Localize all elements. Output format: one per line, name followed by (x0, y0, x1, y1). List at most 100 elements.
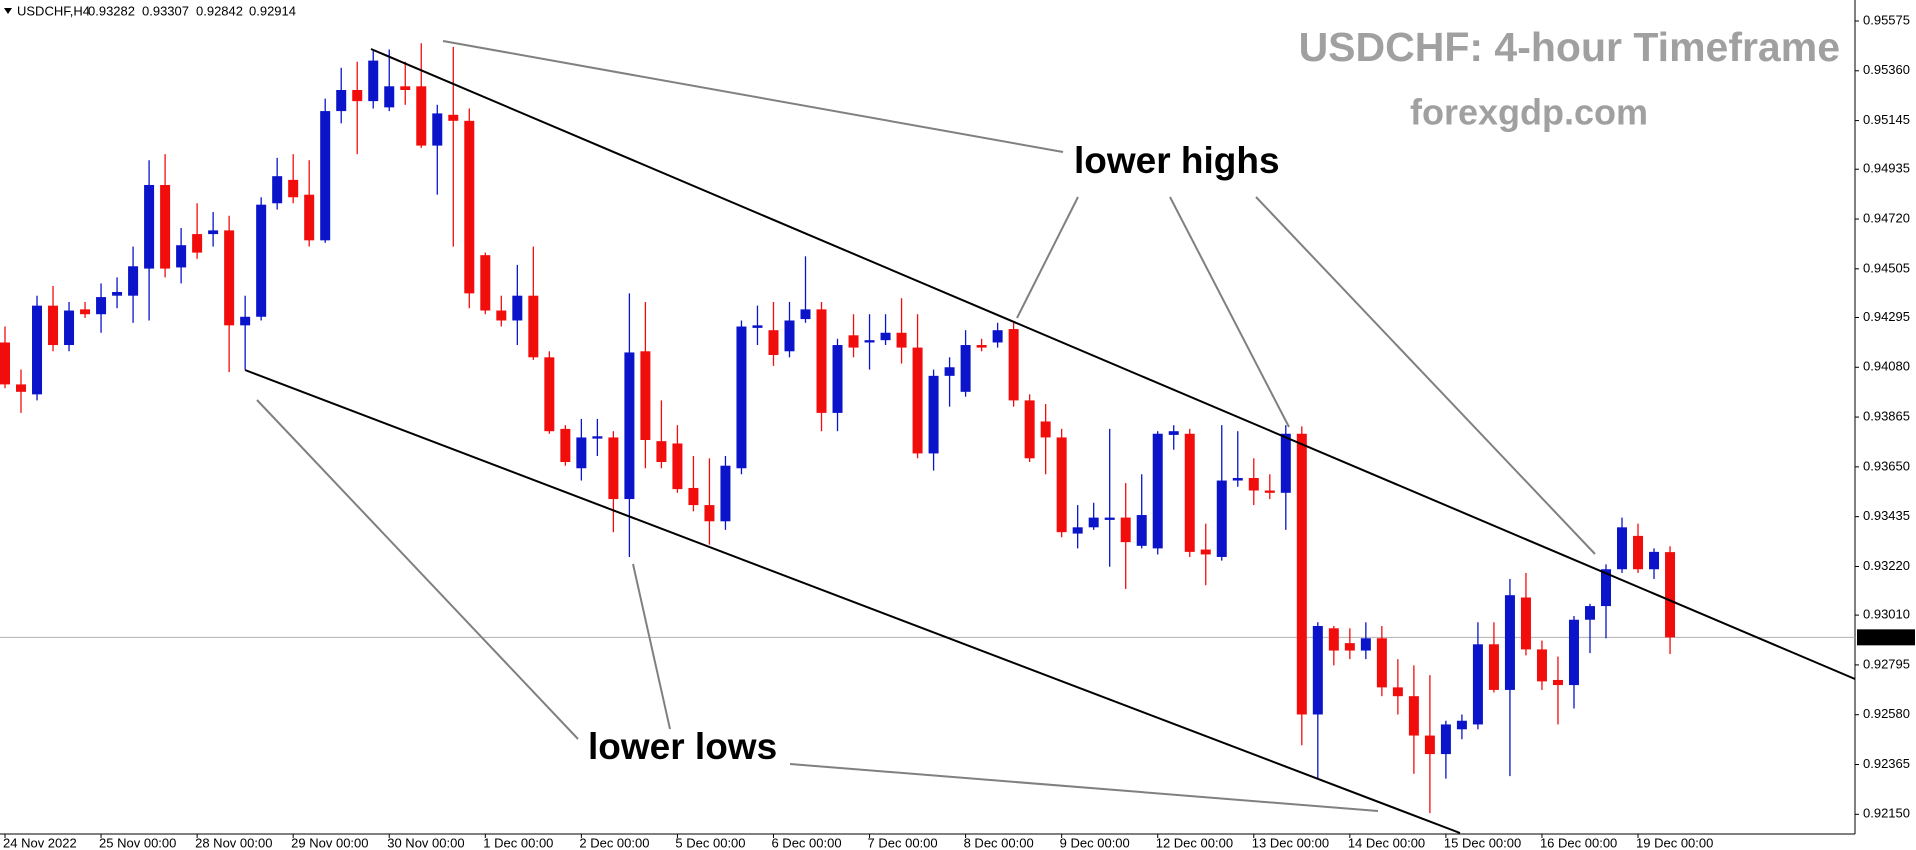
y-tick-label: 0.92580 (1863, 706, 1910, 721)
candle-body (608, 437, 619, 500)
candle-body (1296, 433, 1307, 715)
x-tick-label: 9 Dec 00:00 (1060, 835, 1130, 850)
candle-body (464, 120, 475, 294)
candle-body (1536, 649, 1547, 682)
candle-body (128, 266, 139, 296)
x-tick-label: 30 Nov 00:00 (387, 835, 464, 850)
x-tick-label: 5 Dec 00:00 (675, 835, 745, 850)
candle-body (1392, 687, 1403, 697)
x-tick-label: 25 Nov 00:00 (99, 835, 176, 850)
x-tick-label: 14 Dec 00:00 (1348, 835, 1425, 850)
candle-body (160, 184, 171, 269)
candle-body (720, 465, 731, 522)
candle-body (48, 305, 59, 346)
candle-body (304, 194, 315, 241)
candle-body (1584, 606, 1595, 620)
candle-body (1360, 638, 1371, 651)
candle-body (688, 487, 699, 506)
candle-body (1504, 595, 1515, 690)
x-tick-label: 2 Dec 00:00 (579, 835, 649, 850)
candle-body (640, 351, 651, 440)
candle-body (1040, 421, 1051, 438)
y-tick-label: 0.94935 (1863, 161, 1910, 176)
candle-body (1104, 517, 1115, 520)
candle-body (496, 310, 507, 321)
annotation: lower highs (1074, 140, 1280, 181)
price-label-box (1857, 629, 1915, 646)
candle-body (1232, 477, 1243, 481)
candle-body (1008, 329, 1019, 401)
pointer-line (442, 40, 1064, 153)
pointer-line (789, 763, 1379, 812)
x-tick-label: 19 Dec 00:00 (1636, 835, 1713, 850)
candle-body (1440, 724, 1451, 755)
candle-body (1216, 480, 1227, 557)
y-tick-label: 0.92795 (1863, 656, 1910, 671)
candle-body (928, 375, 939, 454)
drawings: USDCHF: 4-hour Timeframe forexgdp.com lo… (4, 3, 1856, 834)
candle-body (1376, 638, 1387, 688)
y-tick-label: 0.92150 (1863, 806, 1910, 821)
price-label: 0.92914 (1861, 630, 1908, 645)
candle-body (1408, 696, 1419, 736)
candle-body (0, 342, 10, 385)
candle-body (656, 441, 667, 463)
header-high: 0.93307 (142, 3, 189, 18)
y-tick-label: 0.93220 (1863, 558, 1910, 573)
candle-body (752, 325, 763, 328)
candle-body (1152, 433, 1163, 549)
candle-body (1488, 644, 1499, 690)
x-tick-label: 6 Dec 00:00 (771, 835, 841, 850)
y-tick-label: 0.94295 (1863, 309, 1910, 324)
candle-body (224, 230, 235, 326)
candle-body (336, 90, 347, 112)
candle-body (1168, 431, 1179, 435)
candle-body (352, 90, 363, 102)
candle-body (832, 345, 843, 413)
x-tick-label: 12 Dec 00:00 (1156, 835, 1233, 850)
candle-body (544, 357, 555, 432)
y-tick-label: 0.93650 (1863, 458, 1910, 473)
candle-body (448, 114, 459, 121)
candle-body (1200, 549, 1211, 555)
candle-body (112, 291, 123, 296)
candle-body (320, 111, 331, 241)
candle-body (912, 347, 923, 454)
candle-body (1633, 535, 1644, 570)
symbol-label: USDCHF,H4 (17, 3, 90, 18)
y-tick-label: 0.95575 (1863, 12, 1910, 27)
candle-body (992, 330, 1003, 343)
candle-body (736, 326, 747, 469)
candle-body (1568, 619, 1579, 686)
candle-body (288, 179, 299, 198)
candle-body (624, 352, 635, 500)
candle-body (1280, 433, 1291, 493)
x-tick-label: 13 Dec 00:00 (1252, 835, 1329, 850)
pointer-line (1169, 196, 1290, 428)
candle-body (784, 320, 795, 352)
x-tick-label: 28 Nov 00:00 (195, 835, 272, 850)
candle-body (1184, 433, 1195, 552)
candle-body (240, 316, 251, 326)
candle-body (896, 332, 907, 348)
candle-body (1056, 437, 1067, 533)
pointer-line (1255, 196, 1596, 555)
candle-body (592, 436, 603, 439)
candle-body (816, 309, 827, 413)
candle-body (1136, 515, 1147, 546)
candle-body (1552, 679, 1563, 686)
candle-body (864, 340, 875, 343)
x-tick-label: 15 Dec 00:00 (1444, 835, 1521, 850)
candle-body (512, 295, 523, 321)
header-low: 0.92842 (196, 3, 243, 18)
candle-body (1120, 517, 1131, 543)
candle-body (80, 309, 91, 315)
candle-body (1072, 527, 1083, 534)
candle-body (16, 384, 27, 392)
candle-body (1088, 517, 1099, 528)
candle-body (1649, 551, 1660, 570)
menu-triangle[interactable] (4, 8, 12, 14)
x-tick-label: 16 Dec 00:00 (1540, 835, 1617, 850)
